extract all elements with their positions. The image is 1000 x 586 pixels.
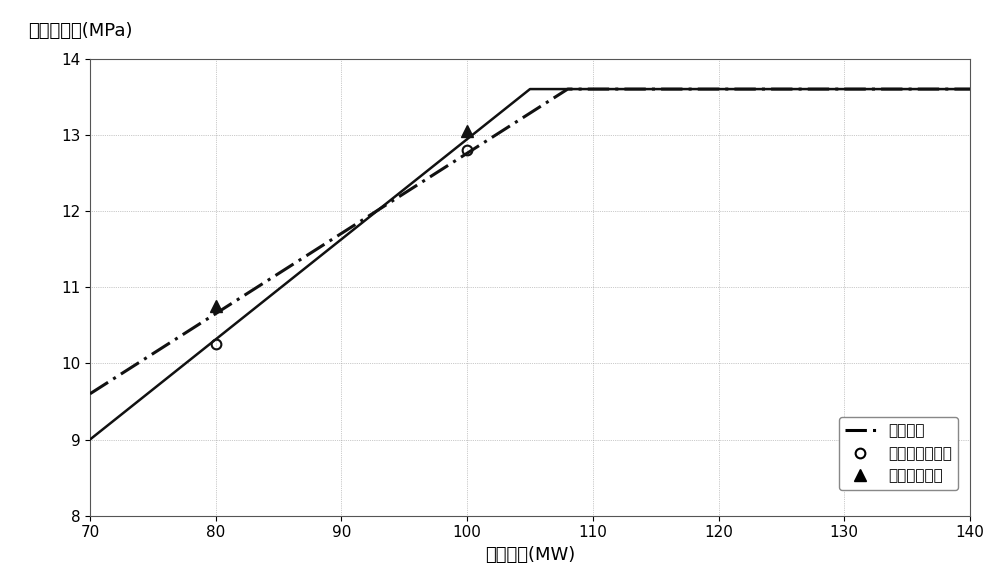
Legend: 实际定压, 不供热两阀滑压, 供热两阀滑压: 实际定压, 不供热两阀滑压, 供热两阀滑压 — [839, 417, 958, 490]
Text: 主蒸汽压力(MPa): 主蒸汽压力(MPa) — [28, 22, 133, 40]
X-axis label: 机组负荷(MW): 机组负荷(MW) — [485, 546, 575, 564]
